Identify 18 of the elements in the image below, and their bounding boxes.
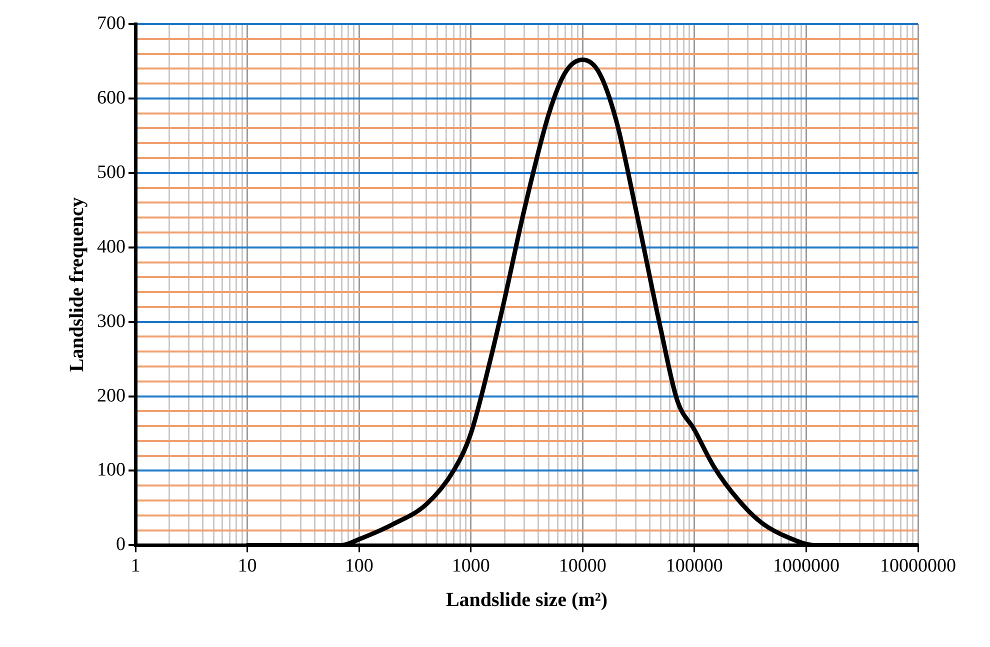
- x-tick-label: 1000000: [772, 556, 840, 577]
- x-tick-label: 100: [344, 556, 374, 577]
- x-tick-label: 1: [130, 556, 140, 577]
- y-tick-label: 700: [97, 12, 126, 34]
- y-tick-label: 400: [97, 236, 126, 258]
- y-tick-label: 500: [97, 162, 126, 183]
- x-tick-label: 10: [238, 556, 257, 577]
- x-tick-label: 100000: [666, 556, 723, 577]
- y-tick-label: 100: [97, 460, 126, 481]
- x-tick-label: 10000000: [880, 556, 956, 577]
- y-tick-label: 200: [97, 385, 126, 406]
- x-tick-label: 1000: [452, 556, 490, 577]
- x-tick-label: 10000: [558, 556, 606, 577]
- y-axis-title: Landslide frequency: [66, 197, 88, 372]
- y-tick-label: 600: [97, 87, 126, 108]
- y-tick-label: 0: [116, 534, 126, 556]
- x-axis-title: Landslide size (m²): [446, 589, 608, 612]
- y-tick-label: 300: [97, 310, 126, 332]
